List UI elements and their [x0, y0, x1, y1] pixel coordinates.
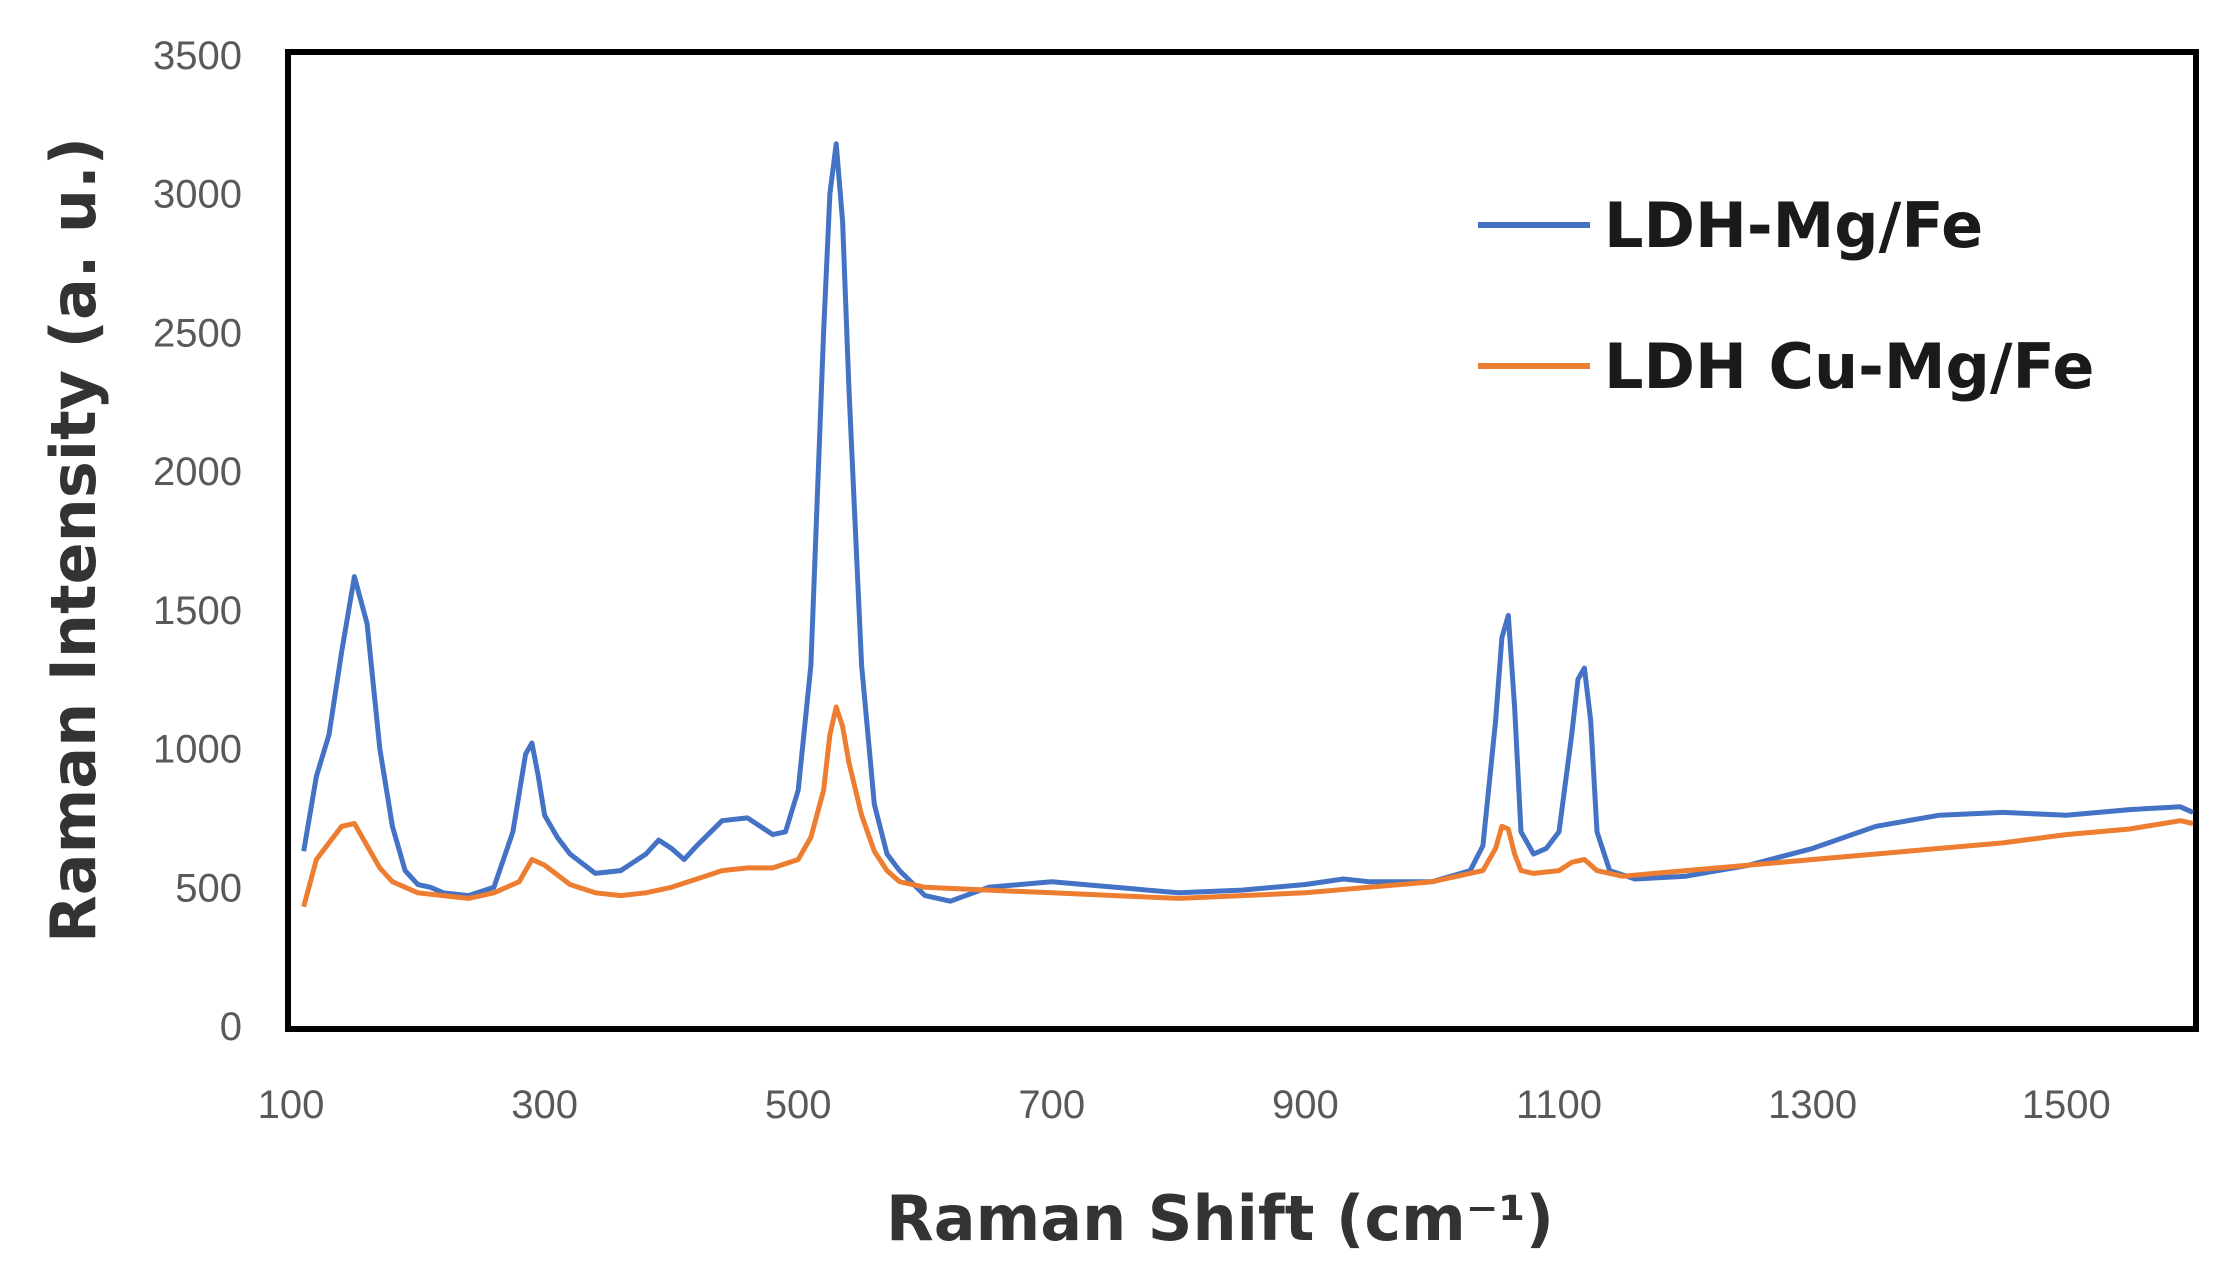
- y-tick-label: 2500: [153, 311, 242, 355]
- y-tick-label: 2000: [153, 450, 242, 494]
- y-tick-labels: 0 500 1000 1500 2000 2500 3000 3500: [153, 34, 242, 1049]
- series-line-0: [301, 141, 2195, 904]
- y-tick-label: 3500: [153, 34, 242, 78]
- y-tick-label: 3000: [153, 173, 242, 217]
- x-tick-label: 700: [1018, 1083, 1085, 1127]
- x-tick-label: 500: [765, 1083, 832, 1127]
- legend-label-ldh-cu-mg-fe: LDH Cu-Mg/Fe: [1604, 330, 2094, 403]
- x-axis-title: Raman Shift (cm⁻¹): [886, 1182, 1554, 1255]
- x-tick-label: 900: [1272, 1083, 1339, 1127]
- x-tick-label: 1500: [2022, 1083, 2111, 1127]
- y-tick-label: 500: [175, 866, 242, 910]
- y-tick-label: 1500: [153, 589, 242, 633]
- x-tick-label: 300: [511, 1083, 578, 1127]
- y-axis-title: Raman Intensity (a. u.): [37, 137, 110, 943]
- legend: LDH-Mg/Fe LDH Cu-Mg/Fe: [1478, 189, 2094, 403]
- x-tick-label: 1300: [1768, 1083, 1857, 1127]
- series-layer: [301, 141, 2195, 908]
- series-line-1: [301, 704, 2194, 908]
- y-tick-label: 1000: [153, 728, 242, 772]
- x-tick-labels: 100 300 500 700 900 1100 1300 1500: [258, 1083, 2111, 1127]
- plot-frame: [285, 49, 2199, 1032]
- legend-label-ldh-mg-fe: LDH-Mg/Fe: [1604, 189, 1983, 262]
- y-tick-label: 0: [220, 1005, 242, 1049]
- x-tick-label: 100: [258, 1083, 325, 1127]
- x-tick-label: 1100: [1516, 1083, 1602, 1127]
